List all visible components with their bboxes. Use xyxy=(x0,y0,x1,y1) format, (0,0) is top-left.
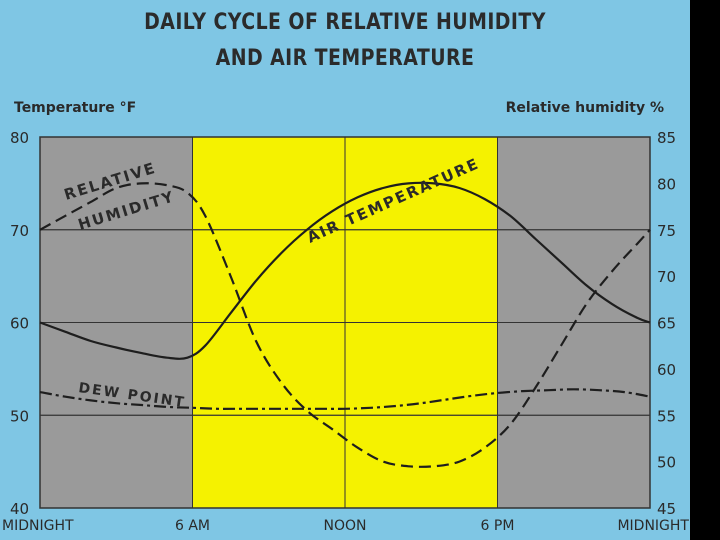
y-tick-right-45: 45 xyxy=(657,500,676,518)
chart-series xyxy=(39,181,651,468)
y-tick-right-70: 70 xyxy=(657,268,676,286)
axes: Temperature °F Relative humidity % 40 50 6… xyxy=(2,100,689,534)
x-tick-0: MIDNIGHT xyxy=(2,518,74,534)
chart-title-line-2: AND AIR TEMPERATURE xyxy=(215,46,475,71)
x-tick-4: MIDNIGHT xyxy=(617,518,689,534)
y-tick-right-75: 75 xyxy=(657,222,676,240)
y-axis-left-label: Temperature °F xyxy=(14,100,136,116)
x-tick-1: 6 AM xyxy=(175,518,210,534)
series-line-air-temperature xyxy=(39,181,651,360)
y-axis-right-label: Relative humidity % xyxy=(506,100,664,116)
y-tick-left-60: 60 xyxy=(10,315,29,333)
x-tick-3: 6 PM xyxy=(481,518,515,534)
right-edge-strip xyxy=(690,0,720,540)
y-tick-left-40: 40 xyxy=(10,500,29,518)
y-tick-right-80: 80 xyxy=(657,175,676,193)
y-tick-left-70: 70 xyxy=(10,222,29,240)
y-tick-left-50: 50 xyxy=(10,407,29,425)
y-tick-right-55: 55 xyxy=(657,407,676,425)
y-tick-right-60: 60 xyxy=(657,361,676,379)
y-tick-right-65: 65 xyxy=(657,315,676,333)
y-tick-left-80: 80 xyxy=(10,129,29,147)
y-tick-right-50: 50 xyxy=(657,454,676,472)
series-line-relative-humidity xyxy=(39,182,651,468)
x-tick-2: NOON xyxy=(324,518,367,534)
series-line-dew-point xyxy=(39,388,651,410)
y-tick-right-85: 85 xyxy=(657,129,676,147)
chart-title-line-1: DAILY CYCLE OF RELATIVE HUMIDITY xyxy=(144,10,546,35)
